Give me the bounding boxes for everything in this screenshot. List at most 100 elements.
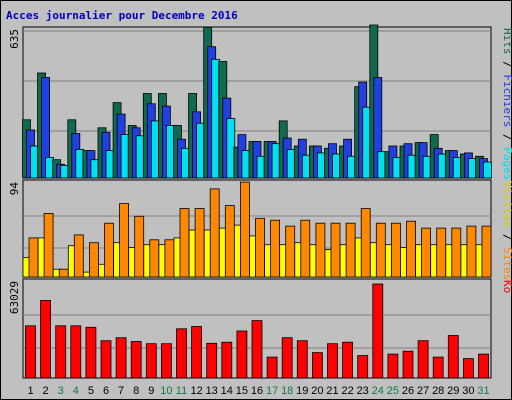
x-tick-label: 11 [176, 385, 187, 397]
bar-sites [345, 222, 356, 278]
bar-ko [432, 356, 444, 379]
bar-ko [40, 299, 51, 379]
bar-ko [160, 343, 172, 379]
y-max-label: 63029 [8, 281, 21, 314]
legend-entry: Hits [501, 28, 512, 55]
bar-ko [115, 337, 127, 379]
bar-ko [357, 355, 369, 379]
x-tick-label: 26 [402, 385, 414, 397]
bar-sites [436, 227, 447, 278]
x-tick-label: 14 [221, 385, 233, 397]
x-tick-label: 21 [326, 385, 338, 397]
x-tick-label: 17 [266, 385, 278, 397]
x-tick-label: 28 [432, 385, 444, 397]
bar-sites [330, 222, 341, 278]
bar-ko [55, 325, 67, 379]
bar-sites [43, 212, 54, 278]
bar-sites [300, 219, 311, 278]
x-tick-label: 7 [118, 385, 124, 397]
bar-ko [311, 352, 323, 379]
x-tick-label: 18 [281, 385, 293, 397]
x-tick-label: 8 [133, 385, 139, 397]
bar-ko [417, 340, 429, 379]
x-tick-label: 1 [27, 385, 33, 397]
x-tick-label: 5 [88, 385, 94, 397]
bar-sites [255, 217, 265, 278]
x-tick-label: 19 [296, 385, 308, 397]
bar-sites [390, 222, 401, 278]
x-tick-label: 25 [387, 385, 399, 397]
bar-ko [130, 341, 142, 379]
chart-title: Acces journalier pour Decembre 2016 [6, 9, 238, 22]
bar-sites [315, 222, 326, 278]
bar-ko [70, 325, 82, 379]
bar-sites [481, 225, 492, 278]
bar-ko [372, 283, 384, 379]
bar-ko [206, 342, 218, 379]
bar-sites [209, 188, 220, 278]
x-tick-label: 10 [160, 385, 172, 397]
bar-ko [402, 350, 414, 379]
x-tick-label: 27 [417, 385, 429, 397]
bar-sites [179, 208, 190, 278]
x-tick-label: 6 [103, 385, 109, 397]
x-tick-label: 13 [206, 385, 218, 397]
bar-sites [406, 220, 416, 278]
bar-sites [104, 222, 114, 278]
bar-sites [73, 234, 84, 278]
x-tick-label: 24 [372, 385, 384, 397]
bar-sites [224, 205, 235, 278]
bar-ko [191, 326, 203, 379]
x-tick-label: 2 [43, 385, 49, 397]
bar-ko [462, 358, 474, 379]
bar-ko [266, 356, 278, 379]
bar-sites [270, 219, 281, 278]
bar-ko [342, 341, 354, 379]
legend-kb: Ko [501, 280, 512, 293]
bar-ko [327, 343, 338, 379]
legend-entry: Ko [501, 280, 512, 293]
bar-sites [89, 242, 99, 278]
bar-sites [285, 225, 296, 278]
bar-ko [296, 340, 308, 379]
bar-sites [239, 181, 250, 278]
bar-ko [447, 335, 459, 379]
x-tick-label: 3 [58, 385, 64, 397]
bar-sites [119, 203, 129, 278]
bar-ko [221, 341, 233, 379]
bar-sites [149, 239, 160, 278]
legend-separator: / [501, 227, 512, 247]
bar-ko [387, 353, 399, 379]
bar-ko [85, 326, 97, 379]
x-tick-label: 20 [311, 385, 323, 397]
legend-traffic: Hits / Fichiers / Pages [501, 28, 512, 180]
x-tick-label: 30 [462, 385, 474, 397]
y-max-label: 635 [8, 29, 21, 49]
x-tick-label: 16 [251, 385, 263, 397]
bar-sites [164, 239, 175, 278]
bar-ko [251, 320, 263, 379]
bar-ko [281, 337, 293, 379]
legend-entry: Pages [501, 147, 512, 180]
bar-sites [58, 268, 69, 278]
legend-entry: Sites [501, 247, 512, 280]
x-tick-label: 31 [477, 385, 489, 397]
bar-sites [451, 227, 462, 278]
x-tick-label: 15 [236, 385, 248, 397]
bar-ko [478, 353, 489, 379]
bar-ko [145, 343, 157, 379]
bar-sites [466, 225, 477, 278]
bar-sites [194, 208, 205, 278]
x-tick-label: 4 [73, 385, 79, 397]
x-tick-label: 23 [357, 385, 369, 397]
y-max-label: 94 [8, 182, 21, 196]
x-tick-label: 29 [447, 385, 459, 397]
legend-separator: / [501, 127, 512, 147]
bar-ko [176, 328, 187, 379]
bar-sites [134, 215, 145, 278]
legend-entry: Visites [501, 181, 512, 227]
bar-pages [483, 161, 492, 179]
legend-entry: Fichiers [501, 74, 512, 127]
bar-ko [236, 330, 248, 379]
legend-visits: Visites / Sites [501, 181, 512, 280]
